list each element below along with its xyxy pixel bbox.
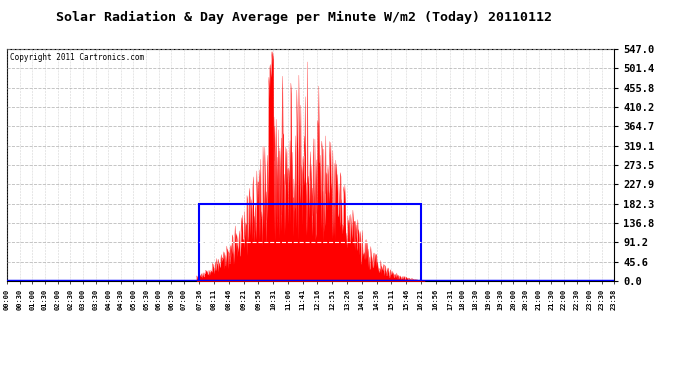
Text: Copyright 2011 Cartronics.com: Copyright 2011 Cartronics.com	[10, 53, 144, 62]
Text: Solar Radiation & Day Average per Minute W/m2 (Today) 20110112: Solar Radiation & Day Average per Minute…	[56, 11, 551, 24]
Bar	[199, 204, 421, 281]
